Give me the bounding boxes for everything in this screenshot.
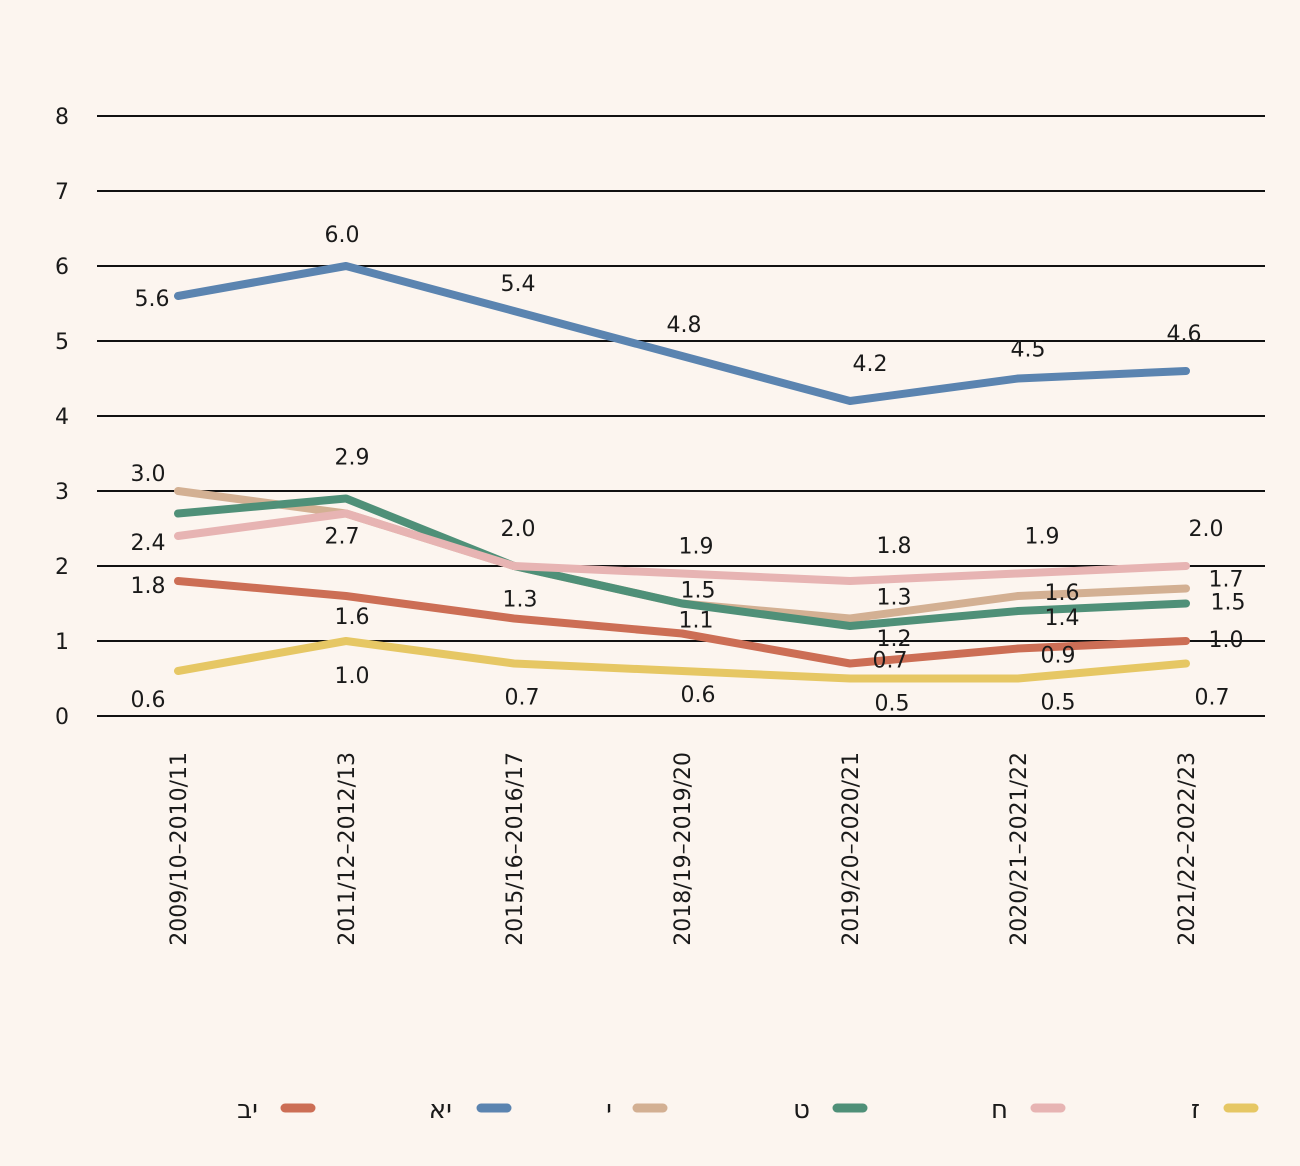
legend-label: י bbox=[606, 1095, 612, 1125]
y-tick-label: 1 bbox=[55, 630, 69, 655]
legend-item: ט bbox=[793, 1095, 868, 1125]
x-tick-label: 2009/10–2010/11 bbox=[167, 752, 192, 946]
series-line bbox=[174, 577, 1190, 668]
data-label: 1.3 bbox=[503, 588, 538, 613]
data-label: 0.9 bbox=[1041, 644, 1076, 669]
y-tick-label: 4 bbox=[55, 405, 69, 430]
x-tick-label: 2020/21–2021/22 bbox=[1007, 752, 1032, 946]
legend-label: ט bbox=[793, 1095, 810, 1125]
data-label: 4.2 bbox=[853, 352, 888, 377]
data-label: 4.8 bbox=[667, 313, 702, 338]
data-labels: 1.8 1.6 1.3 1.1 0.7 0.9 1.0 5.6 6.0 5.4 4.8 4.2 4.5 4… bbox=[131, 223, 1246, 717]
x-axis-ticks: 2009/10–2010/11 2011/12–2012/13 2015/16–20… bbox=[167, 752, 1200, 946]
data-label: 1.6 bbox=[335, 605, 370, 630]
data-label: 0.7 bbox=[873, 649, 908, 674]
data-label: 1.1 bbox=[679, 609, 714, 634]
y-tick-label: 0 bbox=[55, 705, 69, 730]
x-tick-label: 2015/16–2016/17 bbox=[503, 752, 528, 946]
series-line bbox=[174, 637, 1190, 683]
data-label: 6.0 bbox=[325, 223, 360, 248]
data-label: 1.2 bbox=[877, 627, 912, 652]
y-tick-label: 3 bbox=[55, 480, 69, 505]
legend-item: יב bbox=[237, 1095, 316, 1125]
legend-label: יא bbox=[429, 1095, 452, 1125]
data-label: 5.6 bbox=[135, 287, 170, 312]
data-label: 1.7 bbox=[1209, 568, 1244, 593]
series-line bbox=[174, 262, 1190, 405]
data-label: 1.9 bbox=[1025, 525, 1060, 550]
data-label: 0.5 bbox=[875, 692, 910, 717]
data-label: 2.7 bbox=[325, 525, 360, 550]
legend-item: ז bbox=[1191, 1095, 1259, 1125]
x-tick-label: 2018/19–2019/20 bbox=[671, 752, 696, 946]
data-label: 4.6 bbox=[1167, 322, 1202, 347]
legend: יב יא י ט ח ז bbox=[237, 1095, 1259, 1125]
y-tick-label: 5 bbox=[55, 330, 69, 355]
data-label: 5.4 bbox=[501, 272, 536, 297]
series-line bbox=[174, 509, 1190, 585]
y-tick-label: 2 bbox=[55, 555, 69, 580]
data-label: 4.5 bbox=[1011, 338, 1046, 363]
legend-item: י bbox=[606, 1095, 668, 1125]
legend-label: ז bbox=[1191, 1095, 1200, 1125]
data-label: 0.6 bbox=[131, 688, 166, 713]
y-tick-label: 6 bbox=[55, 255, 69, 280]
data-label: 1.6 bbox=[1045, 581, 1080, 606]
data-label: 1.4 bbox=[1045, 606, 1080, 631]
data-label: 2.0 bbox=[501, 517, 536, 542]
data-label: 0.5 bbox=[1041, 691, 1076, 716]
x-tick-label: 2011/12–2012/13 bbox=[335, 752, 360, 946]
series-line bbox=[174, 494, 1190, 630]
data-label: 2.4 bbox=[131, 531, 166, 556]
data-label: 1.5 bbox=[1211, 591, 1246, 616]
x-tick-label: 2019/20–2020/21 bbox=[839, 752, 864, 946]
y-tick-label: 8 bbox=[55, 105, 69, 130]
data-label: 0.7 bbox=[1195, 686, 1230, 711]
legend-label: ח bbox=[991, 1095, 1008, 1125]
data-label: 1.5 bbox=[681, 579, 716, 604]
data-label: 1.0 bbox=[335, 664, 370, 689]
x-tick-label: 2021/22–2022/23 bbox=[1175, 752, 1200, 946]
data-label: 0.6 bbox=[681, 683, 716, 708]
legend-label: יב bbox=[237, 1095, 258, 1125]
data-label: 1.3 bbox=[877, 586, 912, 611]
data-label: 1.0 bbox=[1209, 628, 1244, 653]
data-label: 0.7 bbox=[505, 686, 540, 711]
series-lines bbox=[174, 262, 1190, 683]
legend-item: ח bbox=[991, 1095, 1066, 1125]
y-axis-ticks: 0 1 2 3 4 5 6 7 8 bbox=[55, 105, 69, 730]
legend-item: יא bbox=[429, 1095, 512, 1125]
gridlines bbox=[97, 115, 1265, 717]
data-label: 2.9 bbox=[335, 446, 370, 471]
data-label: 2.0 bbox=[1189, 517, 1224, 542]
data-label: 3.0 bbox=[131, 462, 166, 487]
y-tick-label: 7 bbox=[55, 180, 69, 205]
data-label: 1.8 bbox=[877, 534, 912, 559]
data-label: 1.9 bbox=[679, 535, 714, 560]
data-label: 1.8 bbox=[131, 574, 166, 599]
